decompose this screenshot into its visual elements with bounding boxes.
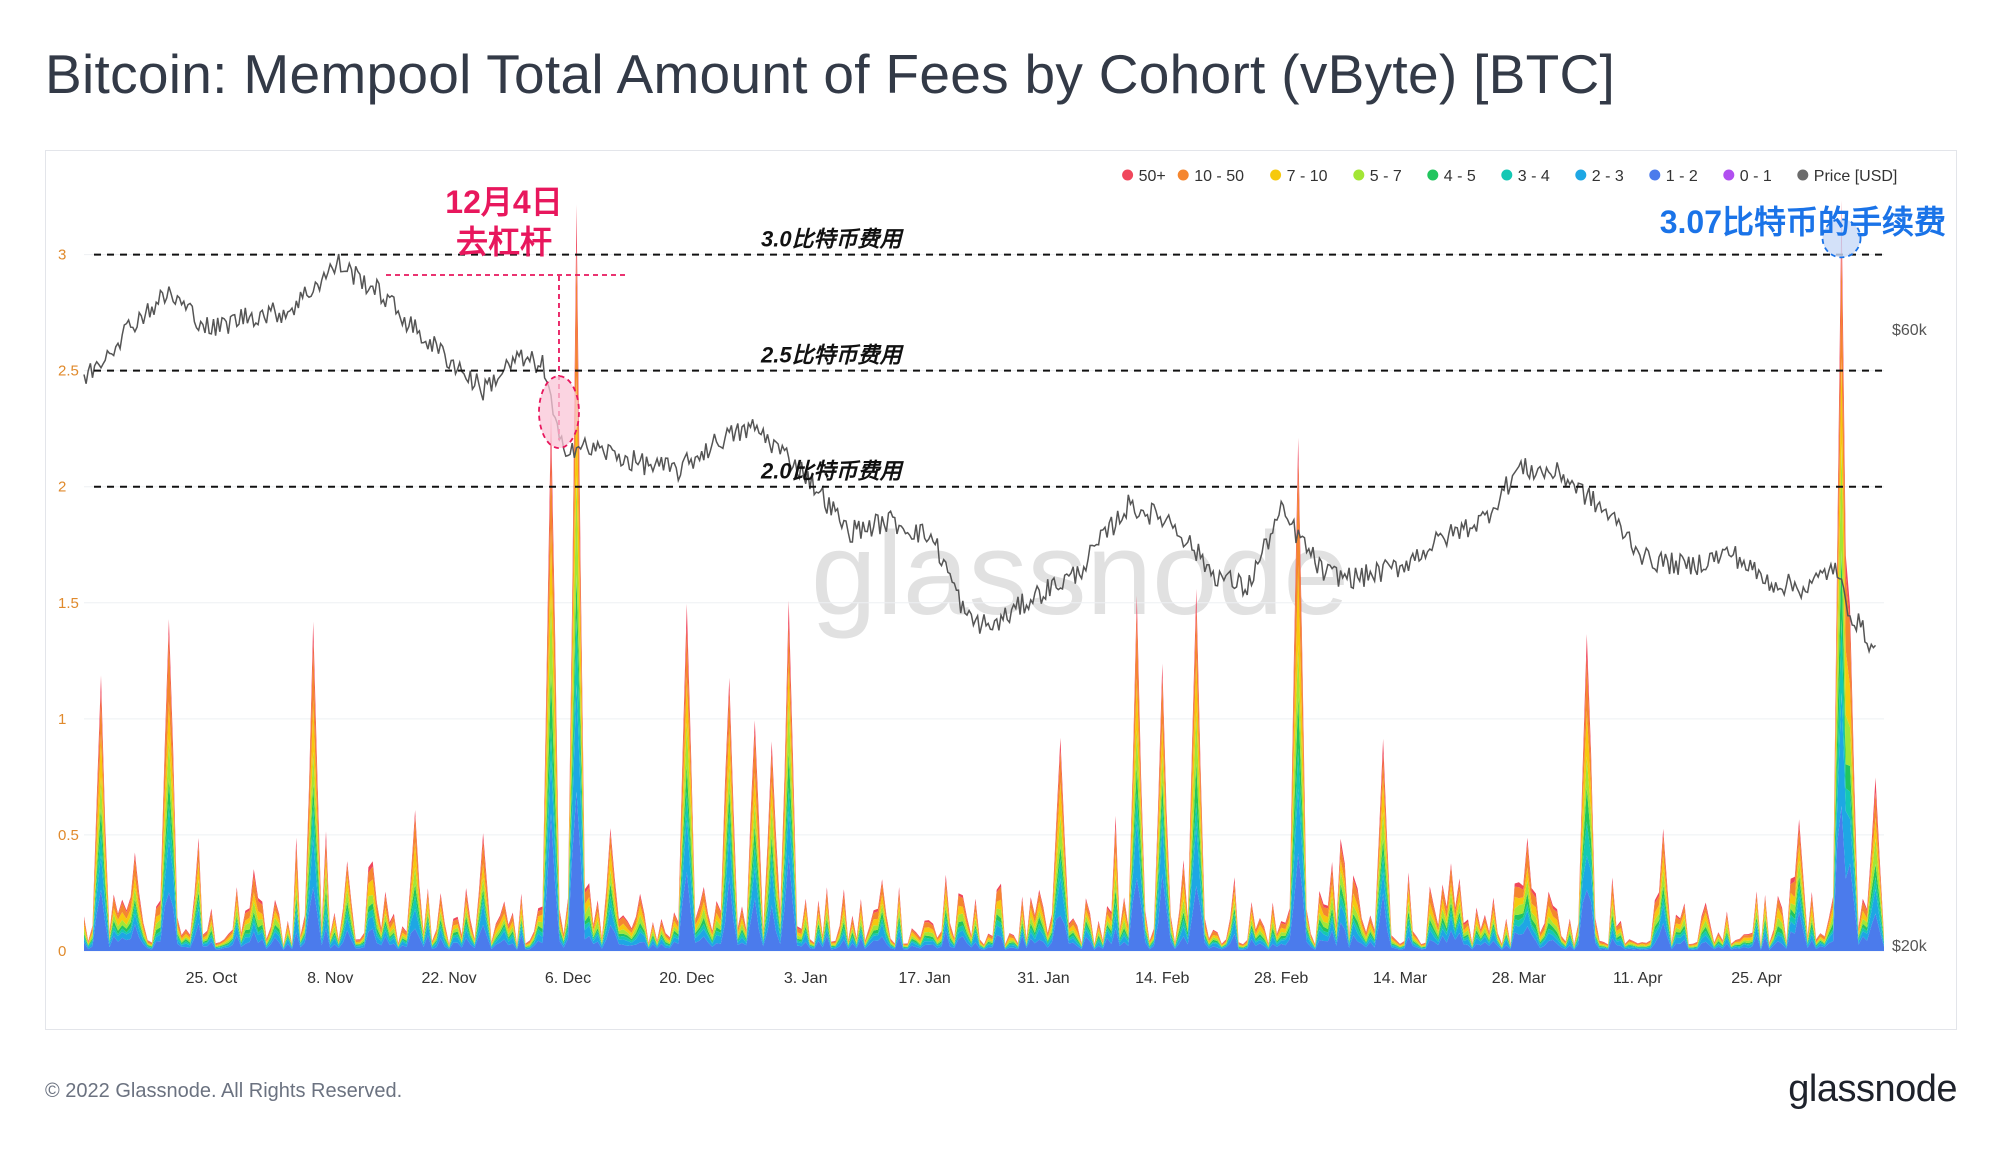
legend-label: Price [USD] <box>1814 168 1898 185</box>
legend-item[interactable]: 1 - 2 <box>1649 168 1698 185</box>
deleverage-label: 去杠杆 <box>456 224 552 260</box>
x-tick-label: 14. Feb <box>1135 970 1189 987</box>
x-tick-label: 20. Dec <box>659 970 714 987</box>
legend-dot <box>1501 169 1513 181</box>
fee-area-7-10 <box>84 356 1884 948</box>
legend-label: 1 - 2 <box>1666 168 1698 185</box>
legend-item[interactable]: 2 - 3 <box>1575 168 1624 185</box>
legend-label: 0 - 1 <box>1740 168 1772 185</box>
legend-dot <box>1427 169 1439 181</box>
gridlines <box>84 254 1884 952</box>
x-tick-label: 28. Mar <box>1492 970 1547 987</box>
legend: Price [USD] 0 - 1 1 - 2 2 - 3 3 - 4 4 - 5 5 - … <box>1122 168 1897 185</box>
y-right-tick-label: $60k <box>1892 322 1928 339</box>
x-tick-label: 28. Feb <box>1254 970 1308 987</box>
y-tick-label: 1 <box>58 711 66 728</box>
legend-item[interactable]: 5 - 7 <box>1353 168 1402 185</box>
legend-item[interactable]: 4 - 5 <box>1427 168 1476 185</box>
legend-dot <box>1575 169 1587 181</box>
legend-item[interactable]: 3 - 4 <box>1501 168 1550 185</box>
price-series <box>83 253 1877 655</box>
reference-label: 2.5比特币费用 <box>760 343 905 368</box>
legend-label: 7 - 10 <box>1287 168 1328 185</box>
x-tick-label: 14. Mar <box>1373 970 1428 987</box>
y-tick-label: 2 <box>58 479 66 496</box>
x-tick-label: 22. Nov <box>422 970 477 987</box>
legend-item[interactable]: 50+ <box>1122 168 1166 185</box>
y-axis-right: $20k $60k <box>1892 322 1928 955</box>
legend-dot <box>1723 169 1735 181</box>
legend-item[interactable]: 7 - 10 <box>1270 168 1328 185</box>
deleverage-highlight <box>538 375 580 449</box>
legend-label: 5 - 7 <box>1370 168 1402 185</box>
y-tick-label: 0 <box>58 943 66 960</box>
legend-label: 2 - 3 <box>1592 168 1624 185</box>
y-tick-label: 3 <box>58 247 66 264</box>
copyright: © 2022 Glassnode. All Rights Reserved. <box>45 1080 403 1102</box>
y-right-tick-label: $20k <box>1892 938 1928 955</box>
y-tick-label: 1.5 <box>58 595 79 612</box>
peak-fee-highlight <box>1821 218 1862 259</box>
legend-dot <box>1353 169 1365 181</box>
legend-label: 50+ <box>1139 168 1166 185</box>
reference-label: 3.0比特币费用 <box>761 227 905 252</box>
page-title: Bitcoin: Mempool Total Amount of Fees by… <box>45 43 1616 105</box>
legend-dot <box>1797 169 1809 181</box>
chart-panel: glassnode 3.0比特币费用 2.5比特币费用 2.0比特币费用 0 0.5 1… <box>45 150 1957 1030</box>
legend-item[interactable]: 0 - 1 <box>1723 168 1772 185</box>
x-tick-label: 25. Apr <box>1731 970 1782 987</box>
reference-label: 2.0比特币费用 <box>760 459 905 484</box>
legend-item[interactable]: Price [USD] <box>1797 168 1897 185</box>
legend-dot <box>1649 169 1661 181</box>
y-axis-left: 0 0.5 1 1.5 2 2.5 3 <box>58 247 79 960</box>
legend-label: 3 - 4 <box>1518 168 1550 185</box>
x-tick-label: 17. Jan <box>898 970 950 987</box>
y-tick-label: 0.5 <box>58 827 79 844</box>
legend-item[interactable]: 10 - 50 <box>1177 168 1244 185</box>
x-axis: 25. Oct 8. Nov 22. Nov 6. Dec 20. Dec 3. Jan 1… <box>186 970 1783 987</box>
x-tick-label: 31. Jan <box>1017 970 1069 987</box>
y-tick-label: 2.5 <box>58 363 79 380</box>
x-tick-label: 3. Jan <box>784 970 828 987</box>
price-line <box>83 253 1877 655</box>
legend-label: 4 - 5 <box>1444 168 1476 185</box>
legend-label: 10 - 50 <box>1194 168 1244 185</box>
legend-dot <box>1270 169 1282 181</box>
legend-dot <box>1122 169 1134 181</box>
reference-lines: 3.0比特币费用 2.5比特币费用 2.0比特币费用 <box>94 227 1884 488</box>
peak-fee-label: 3.07比特币的手续费 <box>1660 204 1946 240</box>
legend-dot <box>1177 169 1189 181</box>
deleverage-date-label: 12月4日 <box>445 184 562 220</box>
x-tick-label: 8. Nov <box>307 970 353 987</box>
x-tick-label: 25. Oct <box>186 970 238 987</box>
brand-logo: glassnode <box>1788 1068 1957 1110</box>
x-tick-label: 6. Dec <box>545 970 591 987</box>
x-tick-label: 11. Apr <box>1613 970 1663 987</box>
